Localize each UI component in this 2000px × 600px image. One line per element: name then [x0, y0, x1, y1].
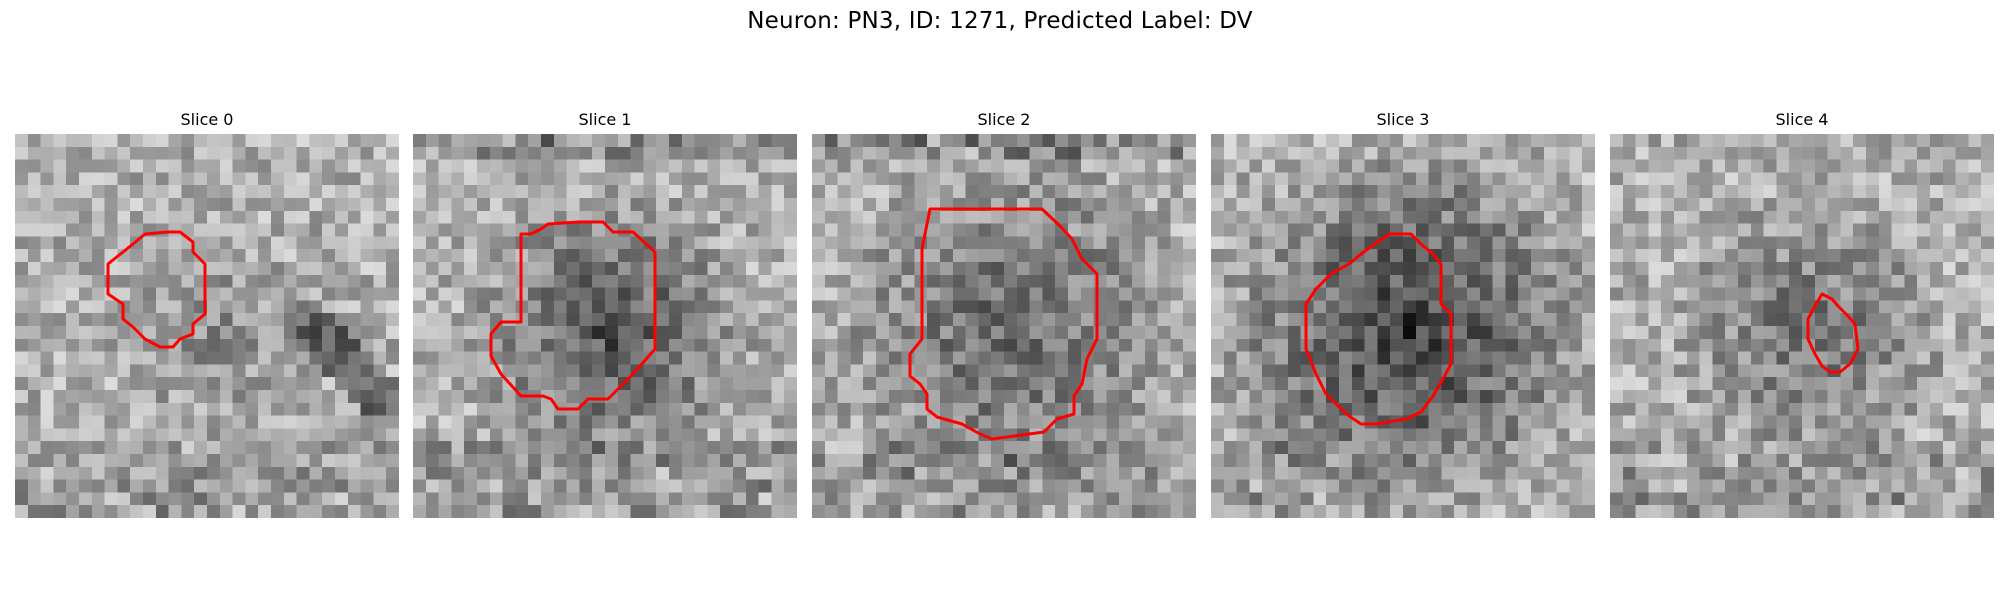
segmentation-contour	[908, 207, 1099, 441]
segmentation-contour	[1806, 292, 1860, 374]
slice-image	[812, 134, 1196, 518]
contour-overlay	[1806, 292, 1860, 374]
slice-image	[413, 134, 797, 518]
slice-image	[15, 134, 399, 518]
segmentation-contour	[489, 220, 657, 411]
slice-title: Slice 1	[578, 110, 632, 129]
slice-image	[1610, 134, 1994, 518]
segmentation-contour	[1304, 232, 1453, 426]
grayscale-slice-canvas	[1211, 134, 1595, 518]
segmentation-contour	[106, 230, 207, 349]
slice-title: Slice 3	[1376, 110, 1430, 129]
slice-title: Slice 0	[180, 110, 234, 129]
contour-overlay	[106, 230, 207, 349]
contour-overlay	[908, 207, 1099, 441]
grayscale-slice-canvas	[413, 134, 797, 518]
grayscale-slice-canvas	[812, 134, 1196, 518]
slice-title: Slice 2	[977, 110, 1031, 129]
grayscale-slice-canvas	[1610, 134, 1994, 518]
slice-image	[1211, 134, 1595, 518]
grayscale-slice-canvas	[15, 134, 399, 518]
slice-title: Slice 4	[1775, 110, 1829, 129]
contour-overlay	[489, 220, 657, 411]
contour-overlay	[1304, 232, 1453, 426]
figure-title: Neuron: PN3, ID: 1271, Predicted Label: …	[747, 8, 1253, 34]
